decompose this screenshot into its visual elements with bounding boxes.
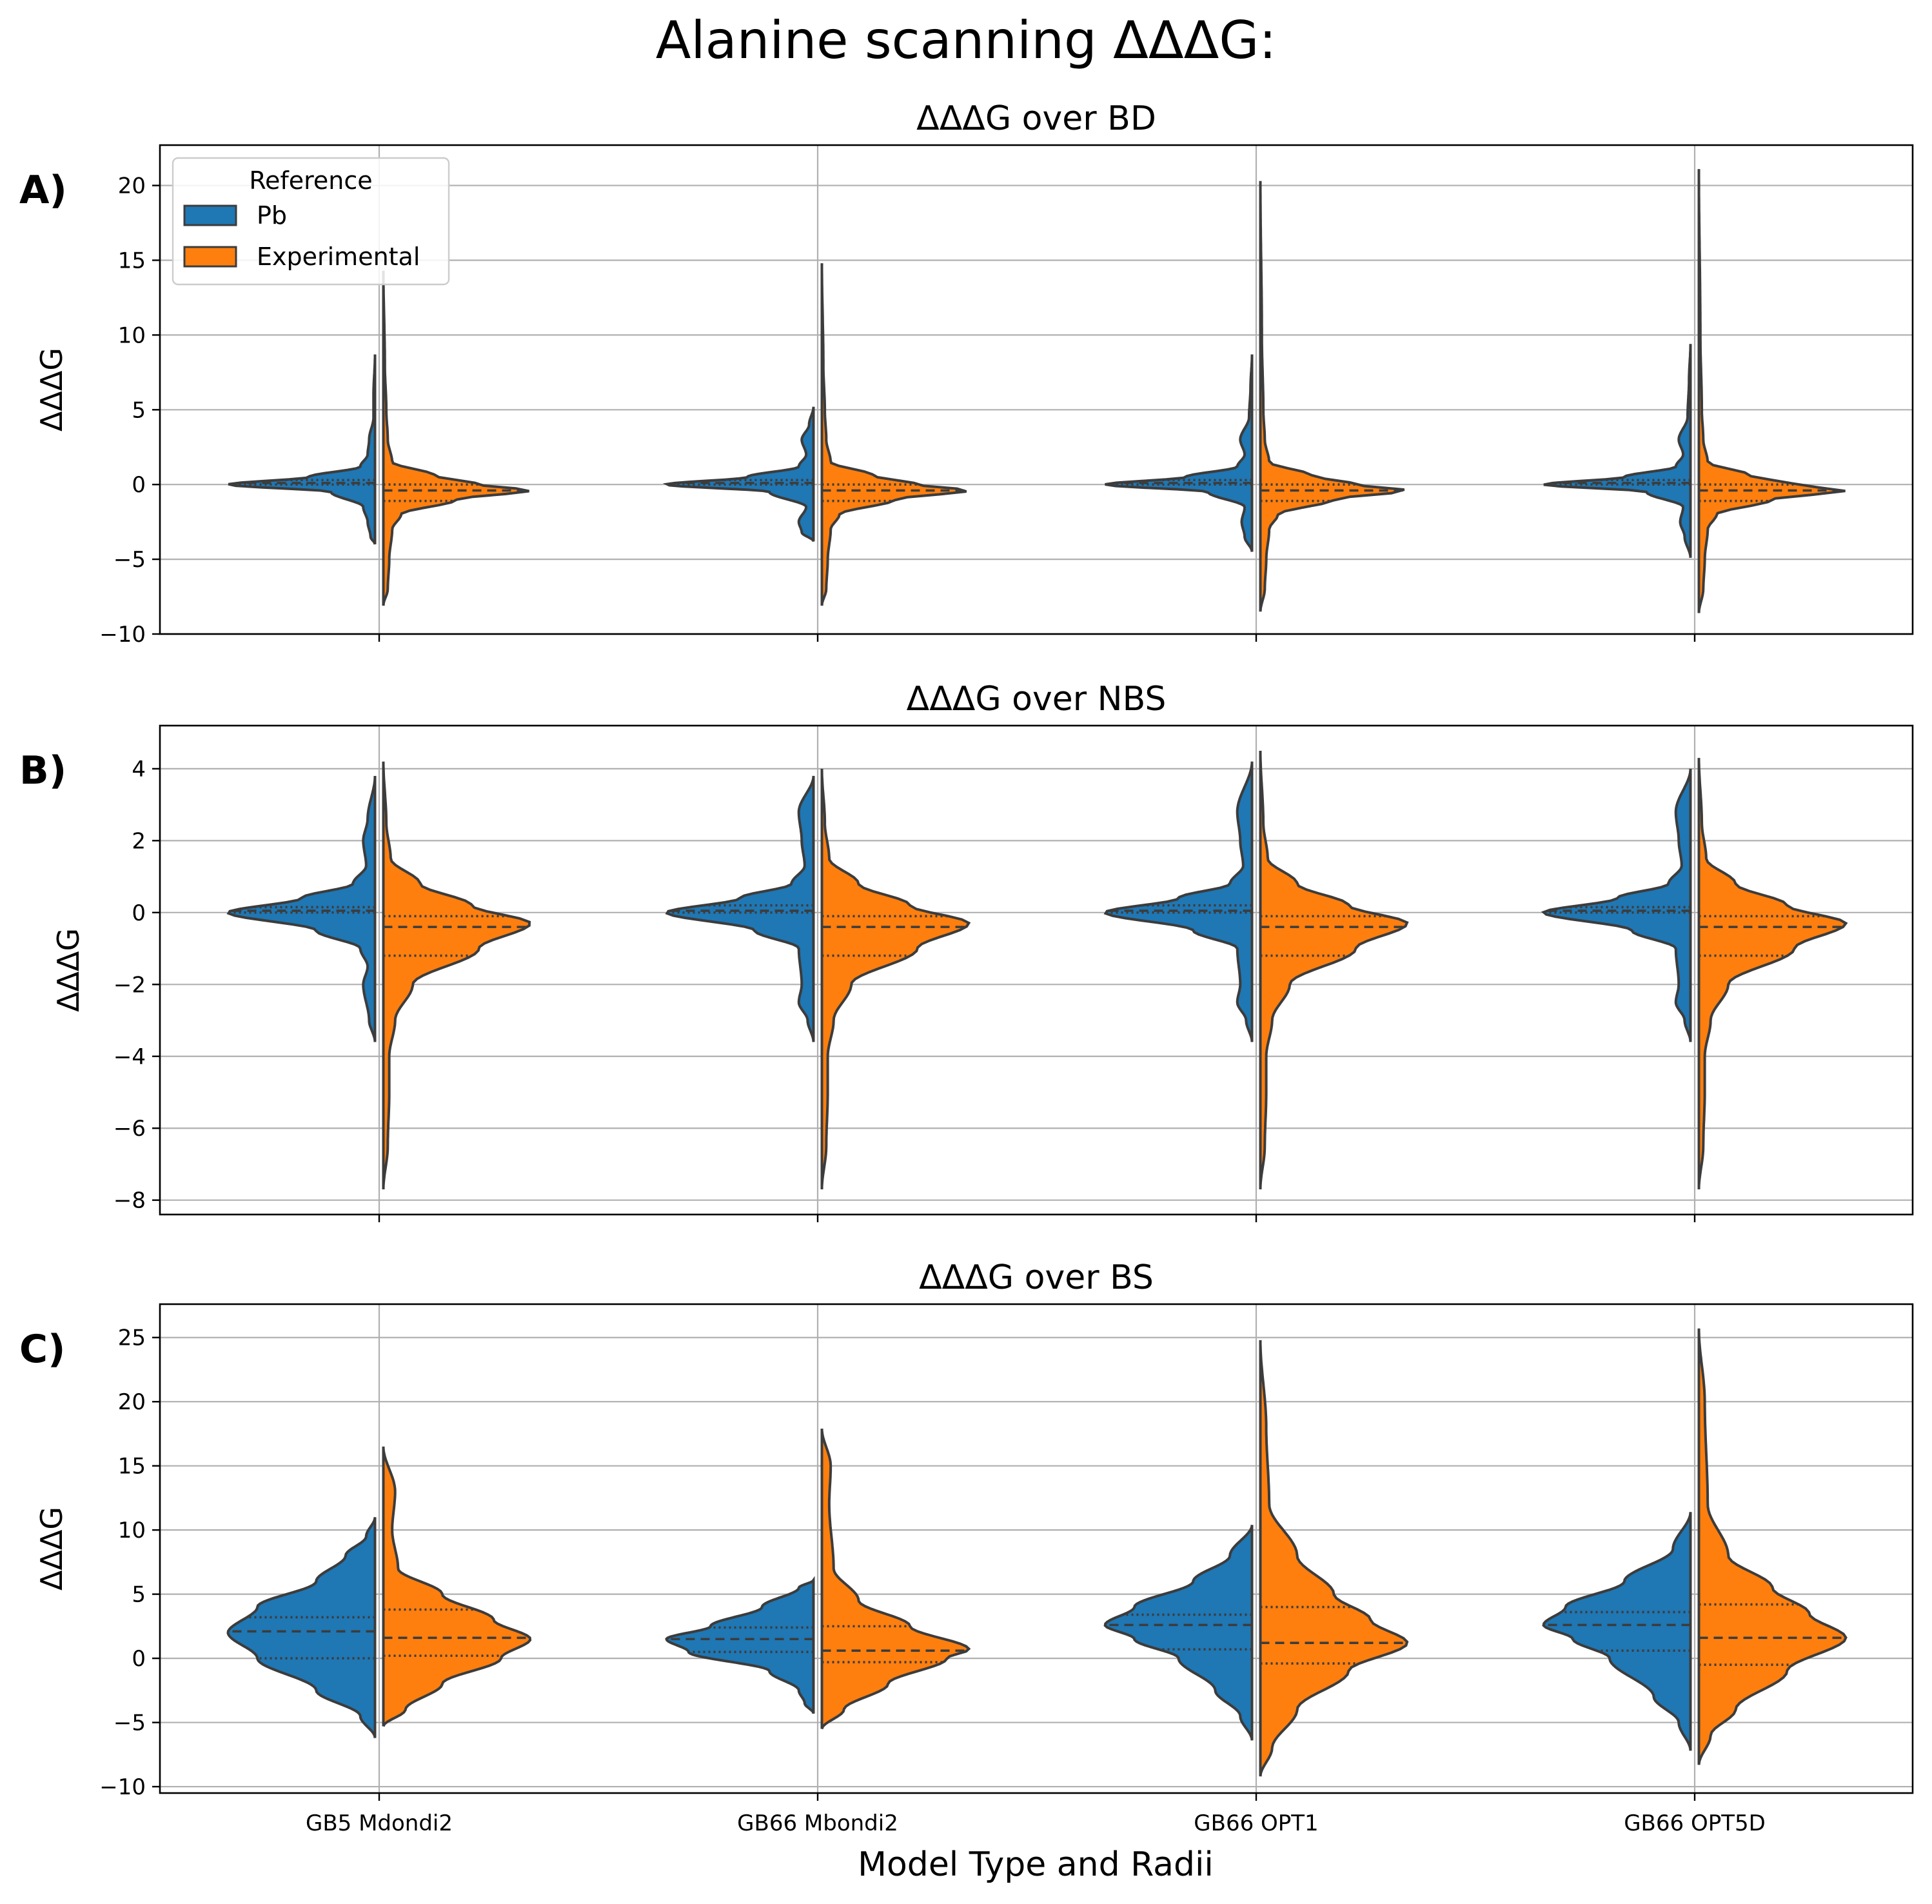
y-tick-label: −2 — [113, 972, 146, 998]
panel-title: ΔΔΔG over NBS — [907, 680, 1167, 719]
y-tick-label: −10 — [99, 1774, 146, 1800]
violin-pb-2 — [662, 406, 815, 542]
y-tick-label: 10 — [118, 1518, 146, 1543]
violin-experimental-3 — [1259, 181, 1405, 612]
y-axis-label: ΔΔΔG — [34, 348, 69, 431]
panel-title: ΔΔΔG over BD — [916, 99, 1156, 138]
y-tick-label: 20 — [118, 1389, 146, 1415]
y-axis-label: ΔΔΔG — [51, 928, 86, 1012]
panel-a: −10 −5 0 5 10 15 20 ΔΔΔG over BD ΔΔΔG A) — [19, 99, 1914, 648]
violin-pb-4 — [1541, 768, 1692, 1042]
violin-experimental-4 — [1697, 1328, 1848, 1765]
x-tick-label: GB66 OPT5D — [1624, 1810, 1766, 1836]
x-tick-label: GB66 OPT1 — [1194, 1810, 1318, 1836]
violin-pb-3 — [1103, 1524, 1254, 1741]
y-tick-label: 15 — [118, 1454, 146, 1480]
violin-experimental-2 — [820, 768, 971, 1190]
y-tick-label: −10 — [99, 622, 146, 648]
panel-title: ΔΔΔG over BS — [919, 1258, 1154, 1297]
panel-b: −8 −6 −4 −2 0 2 4 ΔΔΔG over NBS ΔΔΔG B) — [19, 680, 1914, 1222]
y-tick-label: 10 — [118, 322, 146, 348]
violin-experimental-2 — [820, 263, 967, 606]
panel-letter: A) — [19, 168, 67, 213]
y-tick-label: 0 — [132, 472, 146, 498]
y-axis-label: ΔΔΔG — [34, 1507, 69, 1591]
y-tick-label: −8 — [113, 1188, 146, 1214]
legend-label-experimental: Experimental — [257, 243, 420, 271]
y-tick-label: 4 — [132, 757, 146, 782]
panel-letter: C) — [19, 1327, 65, 1372]
y-tick-label: 0 — [132, 1646, 146, 1672]
violin-pb-3 — [1105, 354, 1254, 552]
y-tick-label: 20 — [118, 174, 146, 199]
x-axis-label: Model Type and Radii — [858, 1845, 1214, 1884]
y-tick-label: 2 — [132, 828, 146, 854]
legend: Reference Pb Experimental — [172, 157, 450, 286]
violin-pb-2 — [665, 1576, 815, 1714]
violin-pb-4 — [1543, 344, 1692, 558]
violin-experimental-4 — [1697, 758, 1848, 1190]
legend-label-pb: Pb — [257, 201, 287, 230]
x-tick-label: GB66 Mbondi2 — [737, 1810, 898, 1836]
violin-experimental-2 — [820, 1428, 971, 1730]
panel-c: −10 −5 0 5 10 15 20 25 ΔΔΔG over BS ΔΔΔG C) — [19, 1258, 1914, 1801]
y-tick-label: −4 — [113, 1044, 146, 1070]
y-tick-label: 0 — [132, 900, 146, 926]
y-tick-label: 15 — [118, 248, 146, 273]
violin-pb-1 — [226, 775, 377, 1042]
violin-pb-1 — [226, 1517, 377, 1738]
violin-pb-2 — [665, 775, 815, 1042]
x-tick-label: GB5 Mdondi2 — [306, 1810, 453, 1836]
legend-title: Reference — [249, 166, 372, 195]
y-tick-label: −5 — [113, 1711, 146, 1736]
y-tick-label: −6 — [113, 1116, 146, 1142]
plot-frame — [159, 724, 1914, 1216]
violin-pb-4 — [1542, 1512, 1692, 1751]
panel-letter: B) — [19, 748, 66, 793]
figure-title: Alanine scanning ΔΔΔG: — [656, 10, 1277, 70]
y-tick-label: 25 — [118, 1325, 146, 1351]
violin-experimental-1 — [382, 761, 531, 1190]
violin-experimental-3 — [1259, 1340, 1409, 1777]
violin-experimental-3 — [1259, 751, 1409, 1190]
legend-swatch-pb — [183, 204, 237, 226]
y-tick-label: 5 — [132, 397, 146, 423]
legend-swatch-experimental — [183, 246, 237, 268]
violin-experimental-1 — [382, 270, 529, 606]
plot-frame — [159, 1303, 1914, 1794]
y-tick-label: 5 — [132, 1582, 146, 1608]
y-tick-label: −5 — [113, 547, 146, 573]
plot-frame — [159, 144, 1914, 635]
legend-frame — [172, 157, 450, 286]
violin-pb-1 — [228, 354, 377, 545]
violin-pb-3 — [1103, 761, 1254, 1042]
